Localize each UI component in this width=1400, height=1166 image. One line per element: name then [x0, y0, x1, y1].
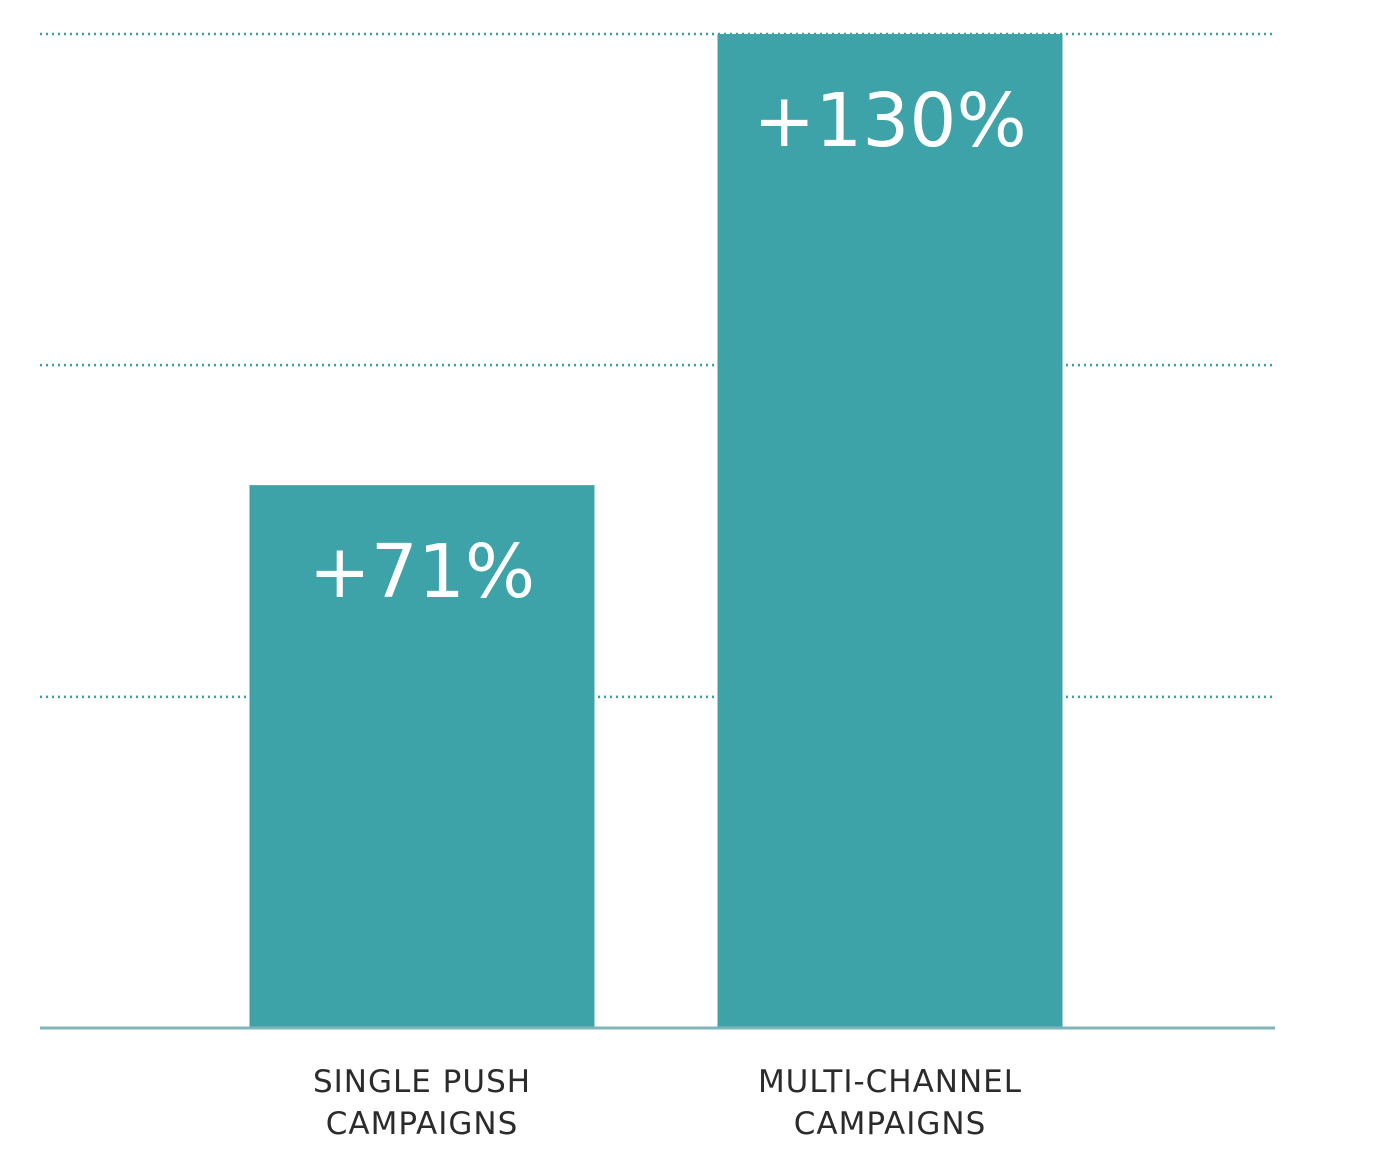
category-label-0-line-1: CAMPAIGNS [326, 1106, 519, 1142]
category-label-1-line-1: CAMPAIGNS [794, 1106, 987, 1142]
bar-0 [249, 485, 595, 1029]
bar-value-label-0: +71% [309, 529, 535, 615]
bar-value-label-1: +130% [753, 78, 1027, 164]
bars [249, 34, 1063, 1029]
gridlines [40, 32, 1275, 699]
category-label-1-line-0: MULTI-CHANNEL [758, 1064, 1022, 1100]
bar-1 [717, 34, 1063, 1028]
data-labels: +71% +130% [309, 78, 1027, 615]
category-labels: SINGLE PUSH CAMPAIGNS MULTI-CHANNEL CAMPAIG… [313, 1064, 1022, 1142]
category-label-0-line-0: SINGLE PUSH [313, 1064, 531, 1100]
